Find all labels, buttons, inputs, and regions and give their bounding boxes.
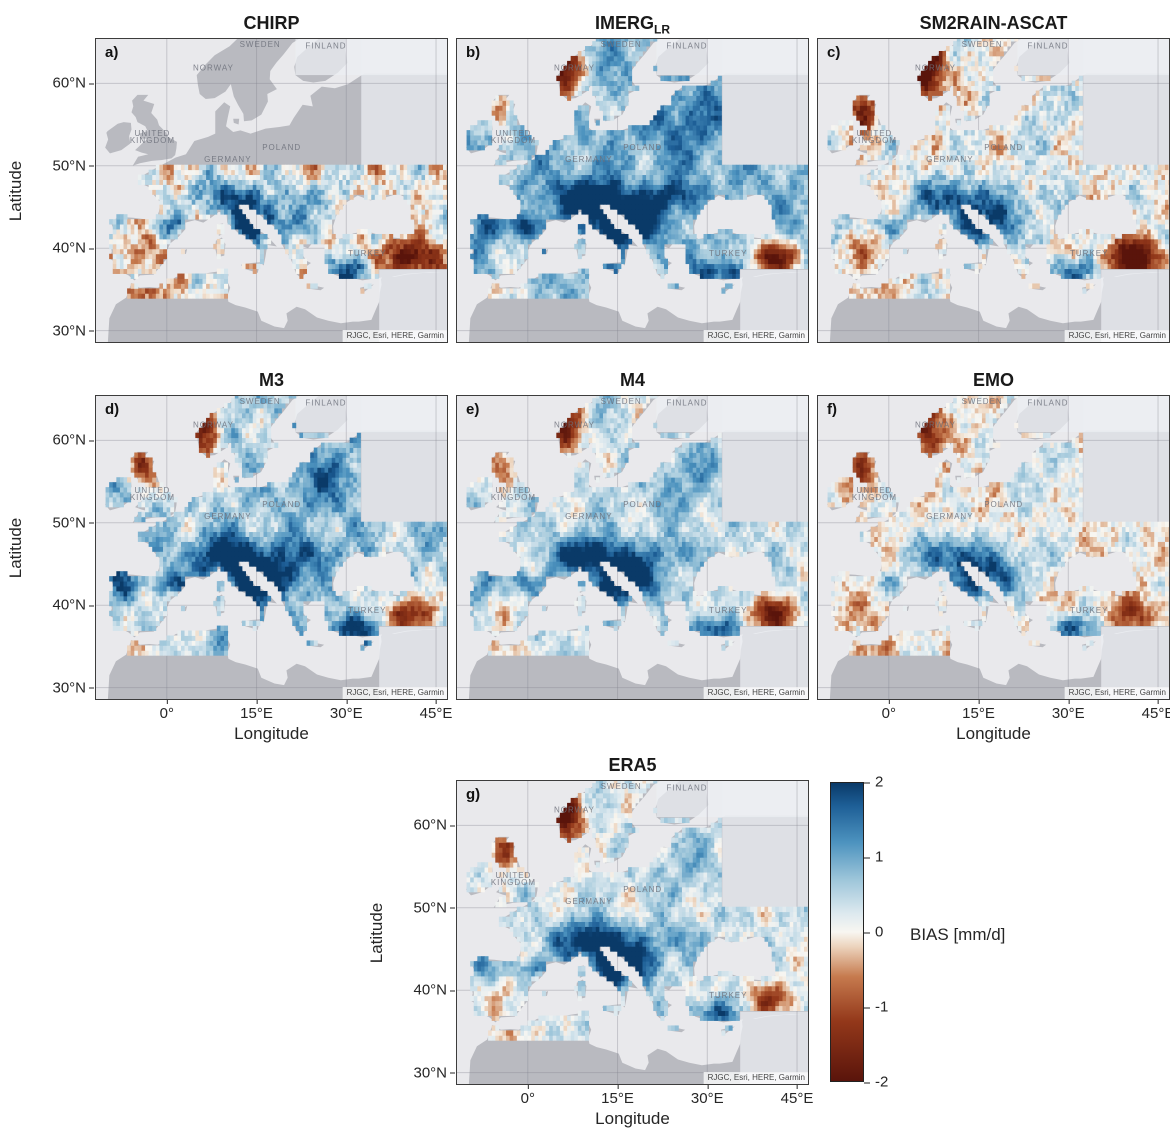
map-panel-f: EMO f) 0° 15°E 30°E 45°E Longitude <box>812 367 1170 750</box>
map-plot-area: a) <box>95 38 448 343</box>
x-axis-ticks: 0° 15°E 30°E 45°E <box>817 700 1170 722</box>
map-plot-area: c) <box>817 38 1170 343</box>
colorbar-label: BIAS [mm/d] <box>910 924 1006 944</box>
colorbar-tick-label: 1 <box>863 848 884 866</box>
panel-row-3: ERA5 Latitude 60°N 50°N 40°N 30°N g) 0° 15°E 30°E… <box>0 752 1170 1135</box>
x-tick-label: 15°E <box>601 1085 634 1107</box>
panel-title-text: IMERG <box>594 13 654 33</box>
y-tick-label: 40°N <box>413 981 455 999</box>
panel-letter-label: d) <box>105 401 120 418</box>
map-canvas <box>95 38 448 343</box>
x-axis-ticks: 0° 15°E 30°E 45°E <box>95 700 452 722</box>
y-tick-label: 60°N <box>52 431 94 449</box>
panel-title: M3 <box>95 367 448 395</box>
map-plot-area: f) <box>817 395 1170 700</box>
map-canvas <box>817 38 1170 343</box>
map-plot-area: e) <box>456 395 809 700</box>
map-panel-e: M4 e) <box>451 367 809 700</box>
map-panel-b: IMERGLR b) <box>451 10 809 343</box>
x-tick-label: 45°E <box>1142 700 1170 722</box>
panel-title: M4 <box>456 367 809 395</box>
map-panel-a: CHIRP Latitude 60°N 50°N 40°N 30°N a) <box>0 10 448 343</box>
y-axis-label: Latitude <box>367 902 386 963</box>
x-tick-label: 30°E <box>690 1085 724 1107</box>
y-tick-label: 50°N <box>413 899 455 917</box>
y-axis-gutter: Latitude 60°N 50°N 40°N 30°N <box>0 395 95 700</box>
panel-letter-label: c) <box>827 44 841 61</box>
map-panel-d: M3 Latitude 60°N 50°N 40°N 30°N d) 0° 15°E 30°E 45… <box>0 367 452 750</box>
y-tick-label: 30°N <box>52 679 94 697</box>
map-canvas <box>817 395 1170 700</box>
panel-title-subscript: LR <box>654 22 670 37</box>
colorbar-tick-label: -1 <box>863 998 889 1016</box>
colorbar: 2 1 0 -1 -2 BIAS [mm/d] <box>830 774 1005 1091</box>
map-canvas <box>95 395 448 700</box>
panel-title: ERA5 <box>456 752 809 780</box>
y-tick-label: 30°N <box>52 322 94 340</box>
y-axis-label: Latitude <box>6 160 25 221</box>
panel-letter-label: b) <box>466 44 481 61</box>
y-tick-label: 60°N <box>52 74 94 92</box>
map-canvas <box>456 780 809 1085</box>
map-panel-c: SM2RAIN-ASCAT c) <box>812 10 1170 343</box>
panel-title-text: M4 <box>619 370 645 390</box>
x-tick-label: 45°E <box>419 700 453 722</box>
panel-title: SM2RAIN-ASCAT <box>817 10 1170 38</box>
y-tick-label: 40°N <box>52 596 94 614</box>
x-tick-label: 0° <box>520 1085 535 1107</box>
colorbar-gradient <box>830 782 864 1082</box>
panel-title: IMERGLR <box>456 10 809 38</box>
y-tick-label: 60°N <box>413 816 455 834</box>
map-plot-area: d) <box>95 395 448 700</box>
y-axis-label: Latitude <box>6 517 25 578</box>
x-tick-label: 15°E <box>962 700 995 722</box>
x-tick-label: 0° <box>159 700 174 722</box>
map-plot-area: g) <box>456 780 809 1085</box>
panel-title-text: EMO <box>972 370 1014 390</box>
panel-letter-label: e) <box>466 401 480 418</box>
figure: CHIRP Latitude 60°N 50°N 40°N 30°N a) IMERGLR b)… <box>0 10 1170 1135</box>
panel-title: EMO <box>817 367 1170 395</box>
x-tick-label: 0° <box>881 700 896 722</box>
x-tick-label: 30°E <box>1051 700 1085 722</box>
map-panel-g: ERA5 Latitude 60°N 50°N 40°N 30°N g) 0° 15°E 30°E… <box>361 752 813 1135</box>
y-axis-gutter: Latitude 60°N 50°N 40°N 30°N <box>361 780 456 1085</box>
x-tick-label: 15°E <box>240 700 273 722</box>
colorbar-tick-label: 2 <box>863 773 884 791</box>
x-tick-label: 30°E <box>329 700 363 722</box>
y-axis-gutter: Latitude 60°N 50°N 40°N 30°N <box>0 38 95 343</box>
panel-row-2: M3 Latitude 60°N 50°N 40°N 30°N d) 0° 15°E 30°E 45… <box>0 367 1170 750</box>
y-tick-label: 50°N <box>52 157 94 175</box>
panel-row-1: CHIRP Latitude 60°N 50°N 40°N 30°N a) IMERGLR b)… <box>0 10 1170 343</box>
map-canvas <box>456 395 809 700</box>
panel-title-text: CHIRP <box>243 13 300 33</box>
colorbar-tick-label: -2 <box>863 1073 889 1091</box>
panel-title-text: SM2RAIN-ASCAT <box>919 13 1068 33</box>
y-tick-label: 50°N <box>52 514 94 532</box>
panel-letter-label: g) <box>466 786 481 803</box>
x-axis-label: Longitude <box>234 724 309 743</box>
y-tick-label: 40°N <box>52 239 94 257</box>
x-axis-label: Longitude <box>956 724 1031 743</box>
panel-title-text: M3 <box>258 370 284 390</box>
panel-title: CHIRP <box>95 10 448 38</box>
colorbar-tick-label: 0 <box>863 923 884 941</box>
x-axis-ticks: 0° 15°E 30°E 45°E <box>456 1085 813 1107</box>
panel-letter-label: a) <box>105 44 119 61</box>
map-canvas <box>456 38 809 343</box>
x-axis-label: Longitude <box>595 1109 670 1128</box>
map-plot-area: b) <box>456 38 809 343</box>
panel-title-text: ERA5 <box>608 755 657 775</box>
panel-letter-label: f) <box>827 401 837 418</box>
x-tick-label: 45°E <box>780 1085 814 1107</box>
y-tick-label: 30°N <box>413 1064 455 1082</box>
